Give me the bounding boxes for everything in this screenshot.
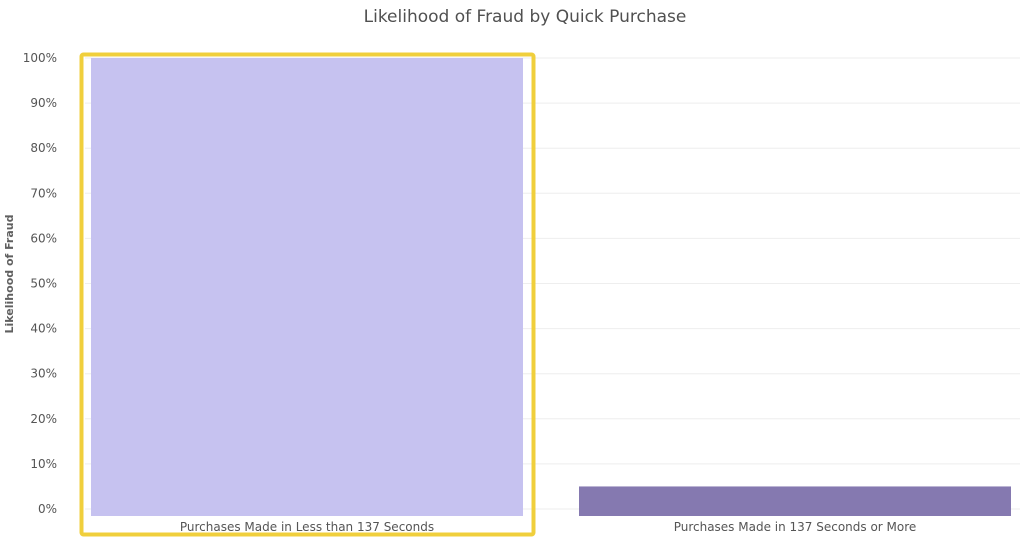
y-tick-label: 70% [30, 186, 57, 200]
highlight-layer [79, 52, 536, 537]
bar-2[interactable] [579, 486, 1011, 516]
selection-highlight-border [79, 52, 536, 537]
y-tick-label: 100% [23, 51, 57, 65]
y-tick-label: 20% [30, 412, 57, 426]
x-axis-categories: Purchases Made in Less than 137 Seconds P… [180, 520, 916, 534]
x-category-label: Purchases Made in Less than 137 Seconds [180, 520, 434, 534]
y-tick-label: 60% [30, 231, 57, 245]
bars [91, 58, 1011, 516]
bar-1[interactable] [91, 58, 523, 516]
y-axis-title: Likelihood of Fraud [3, 215, 16, 334]
x-category-label: Purchases Made in 137 Seconds or More [674, 520, 917, 534]
y-tick-label: 0% [38, 502, 57, 516]
y-tick-label: 50% [30, 277, 57, 291]
y-tick-label: 90% [30, 96, 57, 110]
y-tick-label: 40% [30, 322, 57, 336]
y-tick-label: 30% [30, 367, 57, 381]
y-tick-label: 80% [30, 141, 57, 155]
y-tick-label: 10% [30, 457, 57, 471]
chart-title: Likelihood of Fraud by Quick Purchase [364, 7, 687, 27]
y-axis-ticks: 0% 10% 20% 30% 40% 50% 60% 70% 80% 90% 100% [23, 51, 57, 516]
